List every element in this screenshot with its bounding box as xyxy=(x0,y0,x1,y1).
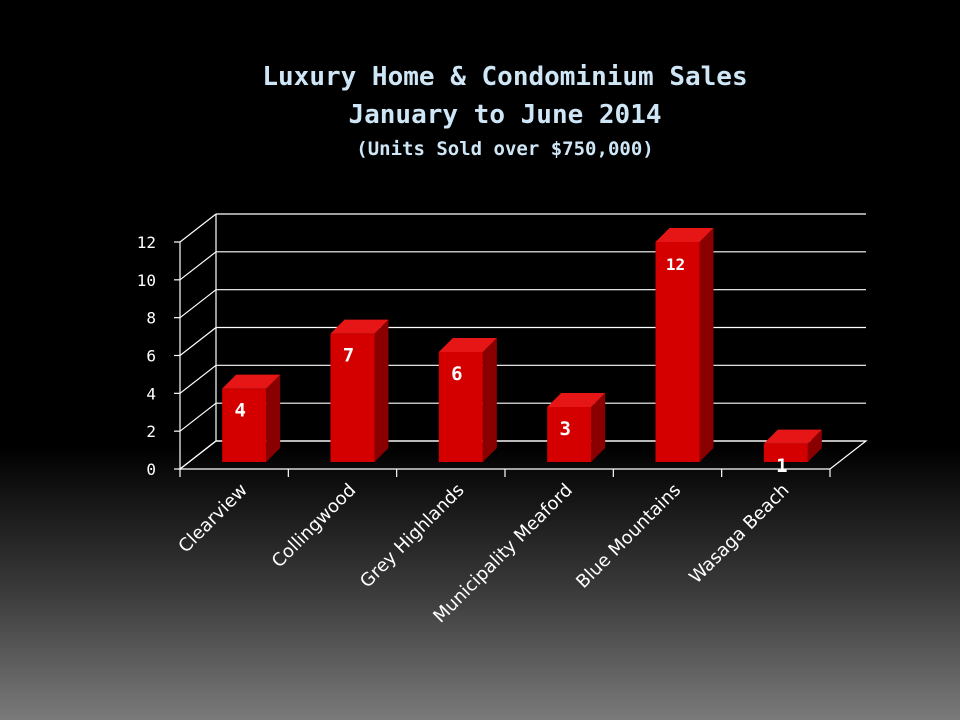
gridline-side xyxy=(179,402,217,432)
data-label: 3 xyxy=(559,418,570,440)
data-label: 6 xyxy=(451,363,462,385)
gridline-side xyxy=(179,440,217,470)
y-tick-label: 0 xyxy=(146,460,156,479)
bar xyxy=(330,333,375,462)
bar-side xyxy=(591,393,606,462)
gridline-side xyxy=(179,289,217,319)
bar xyxy=(222,388,267,462)
bar-top xyxy=(763,429,822,444)
x-category-label: Clearview xyxy=(174,480,251,557)
bar-top xyxy=(655,228,714,242)
bar-side xyxy=(266,374,281,462)
y-tick-label: 6 xyxy=(146,347,156,366)
bar xyxy=(438,352,483,462)
bar-top xyxy=(547,393,606,407)
bar-side xyxy=(482,338,497,462)
y-tick-label: 12 xyxy=(137,233,156,252)
bar xyxy=(655,242,700,462)
y-tick-label: 10 xyxy=(137,271,156,290)
gridline-side xyxy=(179,251,217,281)
chart-floor xyxy=(178,440,868,470)
bar-side xyxy=(699,228,714,462)
chart-title-line-1: Luxury Home & Condominium Sales xyxy=(262,62,748,92)
data-label: 1 xyxy=(776,455,787,477)
bar-top xyxy=(222,374,281,389)
data-label: 4 xyxy=(234,400,245,422)
gridline-side xyxy=(179,364,217,394)
data-label: 7 xyxy=(343,345,354,367)
y-tick-label: 8 xyxy=(146,309,156,328)
bar-top xyxy=(330,319,389,334)
data-label: 12 xyxy=(666,255,685,274)
x-category-label: Collingwood xyxy=(268,480,360,572)
bar xyxy=(763,443,808,462)
chart-subtitle: (Units Sold over $750,000) xyxy=(356,138,654,160)
bar-side xyxy=(374,319,389,462)
gridline-side xyxy=(179,327,217,356)
y-tick-label: 2 xyxy=(146,422,156,441)
x-category-label: Wasaga Beach xyxy=(685,480,793,588)
chart-title-block: Luxury Home & Condominium Sales January … xyxy=(0,58,960,164)
gridline-side xyxy=(179,213,217,243)
chart-title-line-2: January to June 2014 xyxy=(348,100,662,130)
y-tick-label: 4 xyxy=(146,384,156,403)
x-category-label: Blue Mountains xyxy=(572,480,685,593)
bar-side xyxy=(807,429,822,462)
bar xyxy=(547,407,592,462)
bar-top xyxy=(438,338,497,352)
x-category-label: Grey Highlands xyxy=(356,480,468,592)
